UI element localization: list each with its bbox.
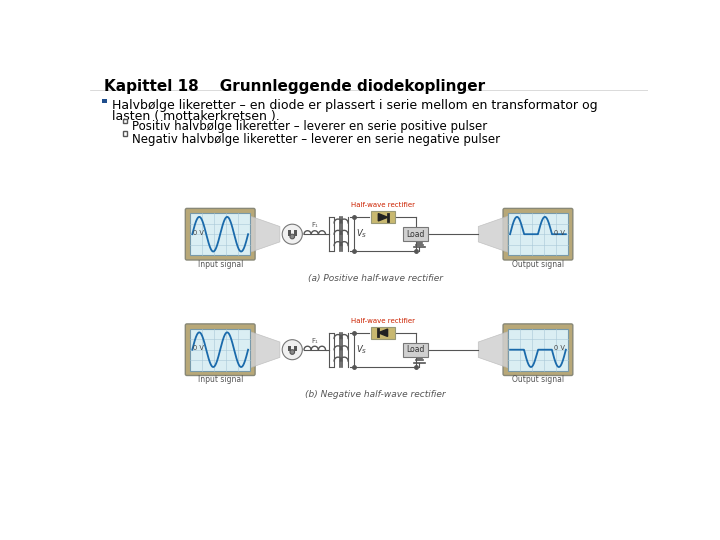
Text: Positiv halvbølge likeretter – leverer en serie positive pulser: Positiv halvbølge likeretter – leverer e…	[132, 120, 487, 133]
Text: Load: Load	[406, 345, 425, 354]
Bar	[371, 212, 395, 223]
Text: (b) Negative half-wave rectifier: (b) Negative half-wave rectifier	[305, 390, 446, 399]
Circle shape	[290, 350, 294, 354]
Text: Half-wave rectifier: Half-wave rectifier	[351, 202, 415, 208]
Bar	[287, 346, 291, 351]
Text: 0 V: 0 V	[554, 345, 565, 351]
Bar	[190, 213, 251, 255]
FancyBboxPatch shape	[503, 324, 573, 375]
Polygon shape	[478, 216, 508, 252]
Text: Output signal: Output signal	[512, 260, 564, 269]
Polygon shape	[378, 213, 387, 221]
Polygon shape	[378, 329, 387, 336]
Bar	[190, 328, 251, 371]
Text: Input signal: Input signal	[197, 260, 243, 269]
Text: Input signal: Input signal	[197, 375, 243, 384]
FancyBboxPatch shape	[185, 324, 255, 375]
Bar	[508, 328, 568, 371]
Text: (a) Positive half-wave rectifier: (a) Positive half-wave rectifier	[307, 274, 443, 284]
Bar	[508, 213, 568, 255]
Text: Negativ halvbølge likeretter – leverer en serie negative pulser: Negativ halvbølge likeretter – leverer e…	[132, 132, 500, 146]
Text: Kapittel 18    Grunnleggende diodekoplinger: Kapittel 18 Grunnleggende diodekoplinger	[104, 79, 485, 94]
Bar	[122, 131, 127, 136]
Polygon shape	[251, 216, 280, 252]
Text: Halvbølge likeretter – en diode er plassert i serie mellom en transformator og: Halvbølge likeretter – en diode er plass…	[112, 99, 598, 112]
Text: Half-wave rectifier: Half-wave rectifier	[351, 318, 415, 323]
Bar	[403, 343, 428, 356]
Text: lasten ( mottakerkretsen ).: lasten ( mottakerkretsen ).	[112, 110, 279, 123]
Polygon shape	[251, 332, 280, 368]
Text: 0 V: 0 V	[193, 230, 204, 235]
Text: Output signal: Output signal	[512, 375, 564, 384]
FancyBboxPatch shape	[185, 208, 255, 260]
Bar	[122, 119, 127, 123]
Bar	[371, 327, 395, 339]
Circle shape	[282, 340, 302, 360]
Text: $V_S$: $V_S$	[356, 228, 367, 240]
Circle shape	[282, 224, 302, 244]
Text: F₁: F₁	[311, 222, 318, 228]
Text: 0 V: 0 V	[193, 345, 204, 351]
FancyBboxPatch shape	[503, 208, 573, 260]
Circle shape	[290, 234, 294, 239]
Text: $V_S$: $V_S$	[356, 343, 367, 356]
Bar	[102, 99, 107, 103]
Text: F₁: F₁	[311, 338, 318, 343]
Text: Load: Load	[406, 230, 425, 239]
Text: 0 V: 0 V	[554, 230, 565, 235]
Bar	[403, 227, 428, 241]
Polygon shape	[478, 332, 508, 368]
Bar	[294, 231, 297, 236]
Bar	[287, 231, 291, 236]
Bar	[294, 346, 297, 351]
